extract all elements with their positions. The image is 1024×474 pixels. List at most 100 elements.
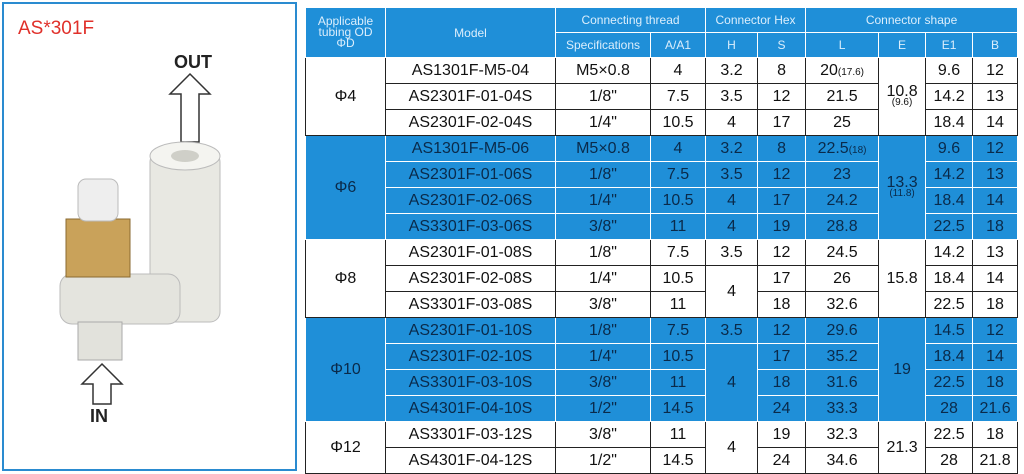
- l-value: 33.3: [826, 399, 858, 417]
- e1-cell: 14.5: [925, 317, 974, 344]
- h-cell: 3.5: [705, 317, 759, 344]
- spec-cell: 1/8": [555, 239, 651, 266]
- s-cell: 12: [757, 239, 807, 266]
- l-value: 31.6: [826, 373, 858, 391]
- table-row: Φ8 AS2301F-01-08S 1/8" 7.5 3.5 12 24.5 15.8 14.2…: [305, 239, 1019, 318]
- l-value: 20: [820, 61, 838, 79]
- h-cell: 4: [705, 343, 759, 422]
- h-cell: 4: [705, 265, 759, 318]
- header-cell: Connector shape: [805, 7, 1019, 33]
- header-cell: E1: [925, 32, 974, 58]
- e1-cell: 14.2: [925, 239, 974, 266]
- l-cell: 24.2: [805, 187, 880, 214]
- table-row: AS2301F-02-06S 1/4" 10.5 4 17 24.2 18.4 14: [306, 187, 1019, 214]
- model-cell: AS1301F-M5-04: [385, 57, 556, 84]
- table-row: AS2301F-02-04S 1/4" 10.5 4 17 25 18.4 14: [306, 109, 1019, 136]
- l-cell: 23: [805, 161, 880, 188]
- l-value: 29.6: [826, 321, 858, 339]
- table-row: AS4301F-04-10S 1/2" 14.5 24 33.3 28 21.6: [306, 395, 1019, 422]
- h-cell: 4: [705, 109, 759, 136]
- b-cell: 18: [972, 369, 1019, 396]
- l-value: 32.3: [826, 425, 858, 443]
- l-cell: 33.3: [805, 395, 880, 422]
- a-cell: 7.5: [649, 83, 707, 110]
- shape-note: (11.8): [889, 187, 915, 199]
- l-value: 25: [833, 113, 851, 131]
- e1-cell: 22.5: [925, 291, 974, 318]
- l-cell: 22.5(18): [805, 135, 880, 162]
- od-cell: Φ12: [305, 421, 386, 474]
- spec-cell: 3/8": [555, 213, 651, 240]
- l-value: 24.5: [826, 243, 858, 261]
- s-cell: 12: [757, 317, 807, 344]
- model-cell: AS2301F-01-08S: [385, 239, 556, 266]
- l-cell: 35.2: [805, 343, 880, 370]
- model-cell: AS2301F-02-10S: [385, 343, 556, 370]
- product-title: AS*301F: [18, 18, 95, 39]
- e1-cell: 18.4: [925, 109, 974, 136]
- l-cell: 29.6: [805, 317, 880, 344]
- h-cell: 4: [705, 213, 759, 240]
- a-cell: 10.5: [649, 109, 707, 136]
- a-cell: 10.5: [649, 343, 707, 370]
- header-cell: S: [757, 32, 807, 58]
- l-cell: 26: [805, 265, 880, 292]
- e1-cell: 9.6: [925, 57, 974, 84]
- h-cell: 4: [705, 187, 759, 214]
- spec-cell: 1/4": [555, 265, 651, 292]
- a-cell: 10.5: [649, 187, 707, 214]
- e1-cell: 28: [925, 447, 974, 474]
- l-cell: 28.8: [805, 213, 880, 240]
- b-cell: 12: [972, 57, 1019, 84]
- b-cell: 13: [972, 83, 1019, 110]
- shape-cell: 10.8 (9.6): [878, 57, 927, 136]
- e1-cell: 28: [925, 395, 974, 422]
- shape-cell: 13.3 (11.8): [878, 135, 927, 240]
- l-cell: 25: [805, 109, 880, 136]
- shape-note: (9.6): [891, 96, 913, 108]
- a-cell: 4: [649, 57, 707, 84]
- model-cell: AS2301F-02-06S: [385, 187, 556, 214]
- spec-cell: 1/4": [555, 343, 651, 370]
- s-cell: 18: [757, 291, 807, 318]
- l-cell: 24.5: [805, 239, 880, 266]
- e1-cell: 18.4: [925, 265, 974, 292]
- h-cell: 3.2: [705, 57, 759, 84]
- b-cell: 18: [972, 213, 1019, 240]
- in-label: IN: [90, 406, 108, 426]
- od-cell: Φ8: [305, 239, 386, 318]
- spec-cell: 3/8": [555, 291, 651, 318]
- table-row: AS3301F-03-10S 3/8" 11 18 31.6 22.5 18: [306, 369, 1019, 396]
- model-cell: AS2301F-01-06S: [385, 161, 556, 188]
- l-cell: 34.6: [805, 447, 880, 474]
- table-row: Φ12 AS3301F-03-12S 3/8" 11 4 19 32.3 21.3 22.5 18: [305, 421, 1019, 474]
- a-cell: 14.5: [649, 395, 707, 422]
- shape-value: 13.3: [886, 173, 918, 191]
- l-value: 21.5: [826, 87, 858, 105]
- b-cell: 21.6: [972, 395, 1019, 422]
- l-cell: 32.3: [805, 421, 880, 448]
- b-cell: 21.8: [972, 447, 1019, 474]
- e1-cell: 22.5: [925, 421, 974, 448]
- model-cell: AS2301F-02-08S: [385, 265, 556, 292]
- shape-value: 15.8: [886, 270, 918, 287]
- h-cell: 3.5: [705, 239, 759, 266]
- b-cell: 14: [972, 343, 1019, 370]
- s-cell: 24: [757, 447, 807, 474]
- l-cell: 32.6: [805, 291, 880, 318]
- e1-cell: 18.4: [925, 187, 974, 214]
- b-cell: 18: [972, 421, 1019, 448]
- spec-cell: 1/8": [555, 317, 651, 344]
- spec-cell: 1/2": [555, 395, 651, 422]
- header-cell: Connector Hex: [705, 7, 807, 33]
- l-value: 35.2: [826, 347, 858, 365]
- e1-cell: 9.6: [925, 135, 974, 162]
- spec-cell: 1/8": [555, 83, 651, 110]
- b-cell: 14: [972, 109, 1019, 136]
- b-cell: 13: [972, 239, 1019, 266]
- shape-cell: 21.3: [878, 421, 927, 474]
- model-cell: AS2301F-02-04S: [385, 109, 556, 136]
- s-cell: 8: [757, 57, 807, 84]
- header-od: Applicable tubing OD ΦD: [305, 7, 386, 58]
- table-row: Φ6 AS1301F-M5-06 M5×0.8 4 3.2 8 22.5(18) 13.3 (1…: [305, 135, 1019, 240]
